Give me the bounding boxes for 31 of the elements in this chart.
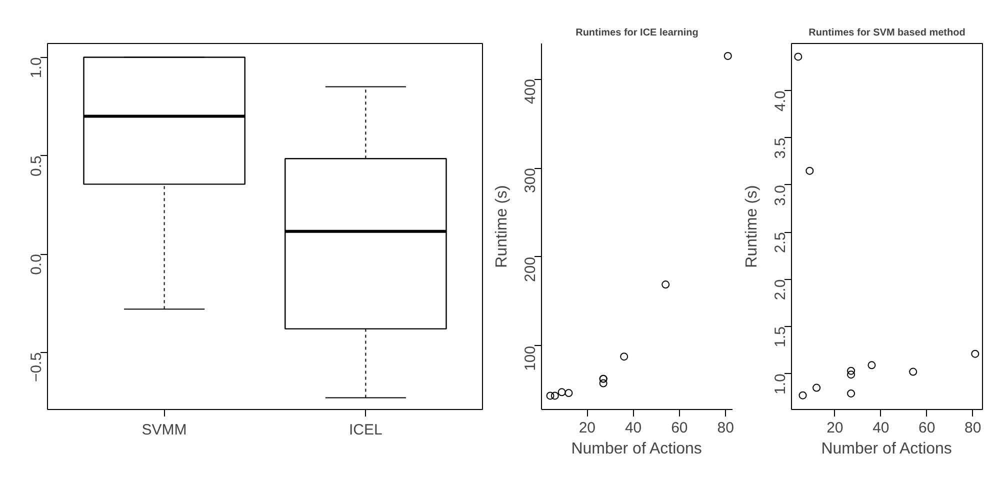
y-tick-label: −0.5	[28, 352, 45, 382]
y-tick-label: 0.5	[28, 156, 45, 177]
y-tick-label: 1.0	[772, 374, 789, 395]
x-tick-label: 80	[964, 420, 982, 436]
y-axis-title: Runtime (s)	[494, 185, 510, 268]
y-tick-label: 1.5	[772, 326, 789, 348]
x-axis-title: Number of Actions	[571, 440, 702, 458]
x-tick-label: 60	[671, 420, 688, 436]
y-tick-label: 2.5	[772, 232, 789, 254]
y-tick-label: 3.5	[772, 138, 789, 159]
x-tick-label: 40	[624, 420, 642, 436]
x-tick-label: SVMM	[142, 422, 187, 438]
x-axis-title: Number of Actions	[821, 440, 952, 458]
x-tick-label: 20	[578, 420, 596, 436]
y-tick-label: 0.0	[28, 254, 45, 275]
chart-title: Runtimes for SVM based method	[808, 28, 966, 38]
x-tick-label: 20	[826, 420, 844, 436]
y-axis-title: Runtime (s)	[744, 185, 760, 268]
y-tick-label: 400	[522, 79, 539, 104]
x-tick-label: 40	[872, 420, 890, 436]
y-tick-label: 2.0	[772, 279, 789, 300]
y-tick-label: 1.0	[28, 57, 45, 78]
y-tick-label: 200	[522, 256, 539, 282]
y-tick-label: 4.0	[772, 90, 789, 112]
y-tick-label: 300	[522, 168, 539, 194]
x-tick-label: 80	[717, 420, 734, 436]
chart-title: Runtimes for ICE learning	[576, 28, 698, 38]
x-tick-label: ICEL	[349, 422, 382, 438]
y-tick-label: 3.0	[772, 184, 789, 206]
x-tick-label: 60	[918, 420, 936, 436]
y-tick-label: 100	[522, 346, 539, 371]
